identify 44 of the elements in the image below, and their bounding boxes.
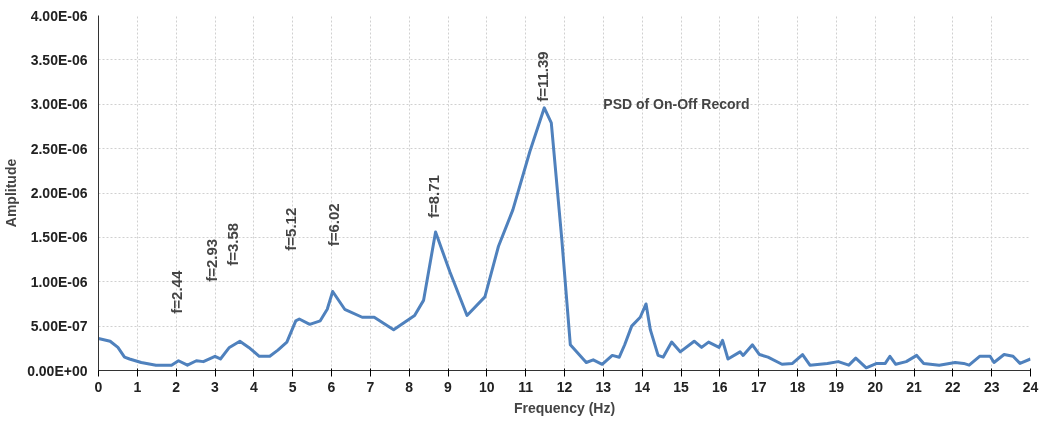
x-tick-label: 12 [556, 378, 573, 395]
x-tick-label: 8 [405, 378, 414, 395]
x-tick-label: 17 [750, 378, 767, 395]
y-tick-label: 1.00E-06 [30, 273, 88, 290]
x-tick-label: 14 [634, 378, 651, 395]
x-tick-label: 23 [983, 378, 1000, 395]
y-tick-label: 2.00E-06 [30, 185, 88, 201]
y-tick-label: 1.50E-06 [30, 229, 88, 246]
x-tick-label: 6 [327, 378, 336, 395]
y-tick-label: 4.00E-06 [30, 7, 88, 24]
x-tick-label: 4 [249, 378, 258, 395]
x-tick-label: 7 [366, 378, 375, 395]
annotation: f=5.12 [282, 207, 300, 251]
annotation: f=3.58 [224, 222, 242, 266]
x-tick-label: 5 [288, 378, 297, 395]
x-tick-label: 19 [828, 378, 845, 395]
x-tick-label: 16 [712, 378, 728, 395]
y-tick-label: 3.00E-06 [30, 96, 88, 113]
x-tick-label: 13 [595, 378, 612, 395]
annotation: f=6.02 [324, 203, 342, 247]
x-tick-label: 0 [94, 378, 103, 395]
x-tick-label: 20 [867, 378, 884, 395]
y-tick-label: 2.50E-06 [30, 140, 88, 157]
x-tick-label: 21 [906, 378, 922, 395]
x-tick-label: 18 [789, 378, 806, 395]
x-tick-label: 3 [211, 378, 220, 395]
x-tick-label: 10 [479, 378, 495, 395]
y-tick-label: 3.50E-06 [30, 51, 88, 68]
annotation: f=8.71 [425, 175, 443, 219]
x-tick-label: 2 [172, 378, 181, 395]
annotation: f=2.44 [167, 270, 185, 314]
x-tick-label: 22 [945, 378, 961, 395]
x-tick-label: 11 [518, 378, 534, 395]
y-axis-title: Amplitude [3, 158, 20, 228]
y-tick-label: 0.00E+00 [27, 362, 88, 379]
text: PSD of On-Off Record [603, 96, 750, 113]
x-tick-label: 15 [673, 378, 689, 395]
annotation: f=11.39 [533, 51, 551, 102]
x-tick-label: 9 [444, 378, 453, 395]
x-tick-label: 1 [133, 378, 142, 395]
x-tick-label: 24 [1022, 378, 1039, 395]
annotation: f=2.93 [203, 238, 221, 282]
y-tick-label: 5.00E-07 [30, 318, 88, 335]
x-axis-title: Frequency (Hz) [513, 399, 616, 416]
